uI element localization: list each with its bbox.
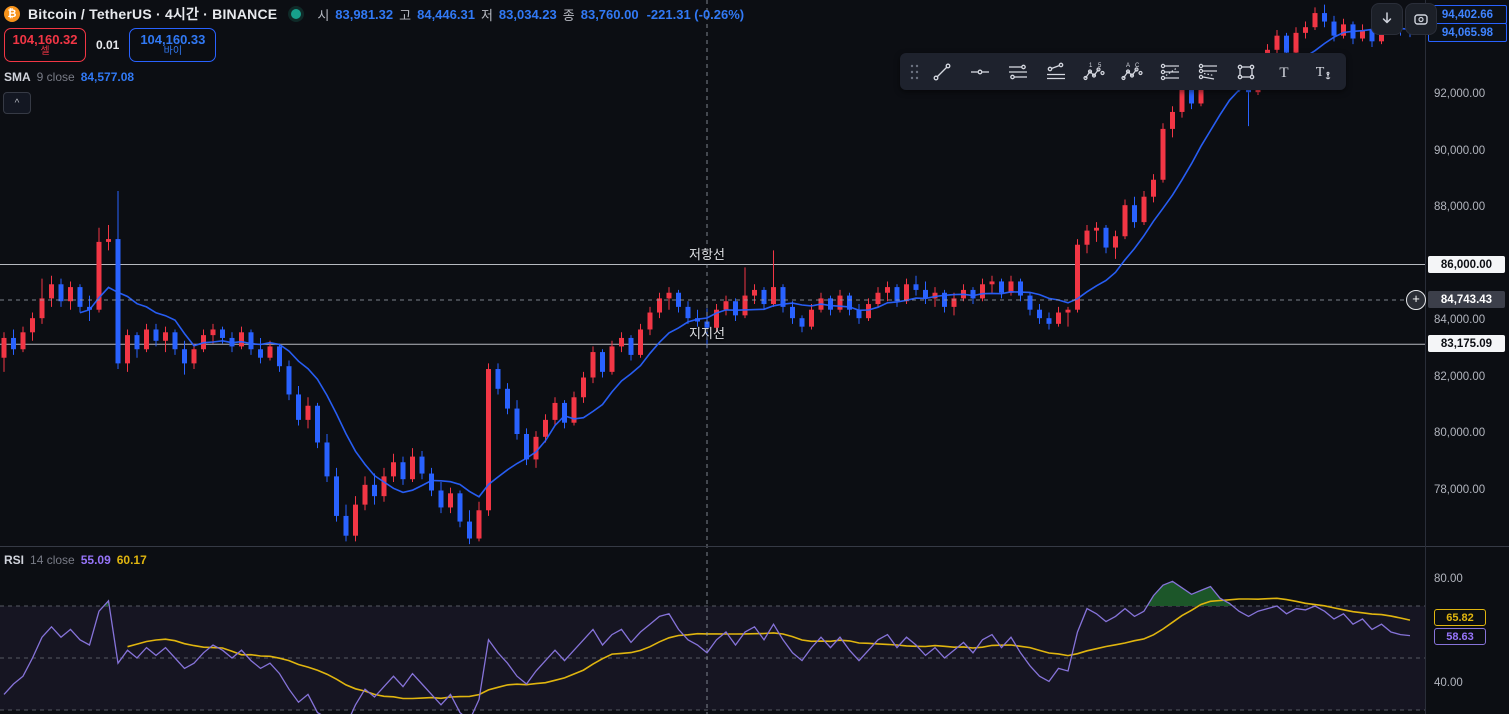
symbol-title[interactable]: Bitcoin / TetherUS · 4시간 · BINANCE: [28, 6, 278, 22]
support-price-label: 83,175.09: [1428, 335, 1505, 352]
download-button[interactable]: [1371, 3, 1403, 35]
rsi-ma-value: 60.17: [116, 553, 147, 567]
tool-rectangle-button[interactable]: [1228, 57, 1264, 87]
buy-label: 바이: [163, 45, 183, 57]
rsi-params: 14 close: [30, 553, 75, 567]
trend-line-icon: [933, 63, 951, 80]
bitcoin-logo-icon: ₿: [4, 6, 20, 22]
camera-icon: [1414, 14, 1428, 25]
toolbar-drag-handle[interactable]: [906, 57, 922, 87]
sma-value: 84,577.08: [80, 70, 135, 84]
rsi-axis-label: 58.63: [1434, 628, 1486, 645]
price-tick: 82,000.00: [1434, 370, 1486, 383]
sell-price: 104,160.32: [12, 31, 78, 47]
rsi-ma-axis-label: 65.82: [1434, 609, 1486, 626]
schiff-pitchfork-icon: [1198, 63, 1217, 80]
sma-params: 9 close: [36, 70, 75, 84]
resistance-line-label[interactable]: 저항선: [689, 247, 725, 262]
price-tick: 78,000.00: [1434, 483, 1486, 496]
high-label: 고: [399, 7, 412, 23]
svg-text:T: T: [1279, 65, 1288, 81]
buy-button[interactable]: 104,160.33 바이: [129, 28, 217, 62]
market-status-dot: [291, 9, 302, 19]
tool-horizontal-line-button[interactable]: [962, 57, 998, 87]
rectangle-icon: [1237, 64, 1255, 79]
price-tick: 80,000.00: [1434, 427, 1486, 439]
anchored-text-icon: T: [1316, 65, 1331, 80]
tool-anchored-text-button[interactable]: T: [1304, 57, 1340, 87]
collapse-pane-button[interactable]: ^: [3, 92, 31, 114]
change-value: -221.31 (-0.26%): [646, 6, 745, 22]
low-value: 83,034.23: [498, 6, 557, 22]
parallel-lines-icon: [1009, 64, 1027, 79]
price-tick: 84,000.00: [1434, 314, 1486, 326]
pitchfork-icon: [1160, 63, 1179, 80]
sell-button[interactable]: 104,160.32 셀: [4, 28, 86, 62]
close-value: 83,760.00: [580, 6, 639, 22]
text-icon: T: [1279, 65, 1288, 81]
tool-disjoint-channel-button[interactable]: [1038, 57, 1074, 87]
sma-name: SMA: [4, 70, 31, 84]
camera-button[interactable]: [1405, 3, 1437, 35]
sma-price-label: 94,065.98: [1428, 23, 1507, 42]
rsi-tick: 40.00: [1434, 677, 1463, 689]
rsi-value: 55.09: [80, 553, 111, 567]
price-tick: 88,000.00: [1434, 201, 1486, 213]
chart-canvas[interactable]: [0, 0, 1425, 714]
crosshair-price-label: 84,743.43: [1428, 291, 1505, 308]
open-label: 시: [317, 7, 330, 23]
sell-label: 셀: [40, 45, 50, 57]
price-tick: 92,000.00: [1434, 88, 1486, 100]
symbol-header: ₿ Bitcoin / TetherUS · 4시간 · BINANCE 시 8…: [4, 4, 744, 24]
quantity-field[interactable]: 0.01: [96, 38, 120, 52]
support-line-label[interactable]: 지지선: [689, 326, 725, 341]
svg-text:T: T: [1316, 65, 1325, 80]
svg-text:5: 5: [1098, 63, 1102, 69]
price-tick: 90,000.00: [1434, 144, 1486, 157]
price-axis-border: [1425, 0, 1426, 714]
tool-parallel-lines-button[interactable]: [1000, 57, 1036, 87]
add-alert-plus-icon[interactable]: +: [1406, 290, 1426, 310]
rsi-legend[interactable]: RSI 14 close 55.09 60.17: [4, 553, 147, 567]
trade-panel: 104,160.32 셀 0.01 104,160.33 바이: [4, 28, 217, 62]
last-price-label: 94,402.66: [1428, 5, 1507, 24]
price-axis[interactable]: 94,402.66 94,065.98 86,000.00 84,743.43 …: [1426, 0, 1509, 714]
tool-schiff-pitchfork-button[interactable]: [1190, 57, 1226, 87]
sma-legend[interactable]: SMA 9 close 84,577.08: [4, 70, 134, 84]
pane-divider[interactable]: [0, 546, 1509, 547]
drag-handle-icon: [910, 64, 919, 79]
tool-trend-line-button[interactable]: [924, 57, 960, 87]
rsi-name: RSI: [4, 553, 25, 567]
low-label: 저: [480, 7, 493, 23]
tool-text-button[interactable]: T: [1266, 57, 1302, 87]
svg-text:A: A: [1126, 63, 1130, 69]
disjoint-channel-icon: [1047, 62, 1065, 79]
tool-pitchfork-button[interactable]: [1152, 57, 1188, 87]
svg-text:1: 1: [1089, 63, 1093, 69]
ohlc-readout: 시 83,981.32 고 84,446.31 저 83,034.23 종 83…: [317, 5, 744, 24]
rsi-tick: 80.00: [1434, 573, 1463, 585]
resistance-price-label: 86,000.00: [1428, 256, 1505, 273]
close-label: 종: [562, 7, 575, 23]
crosshair: [0, 0, 1425, 714]
horizontal-line-icon: [971, 69, 989, 74]
buy-price: 104,160.33: [140, 31, 206, 47]
high-value: 84,446.31: [417, 6, 475, 22]
svg-text:C: C: [1135, 63, 1140, 69]
download-icon: [1382, 12, 1392, 24]
open-value: 83,981.32: [335, 6, 394, 22]
